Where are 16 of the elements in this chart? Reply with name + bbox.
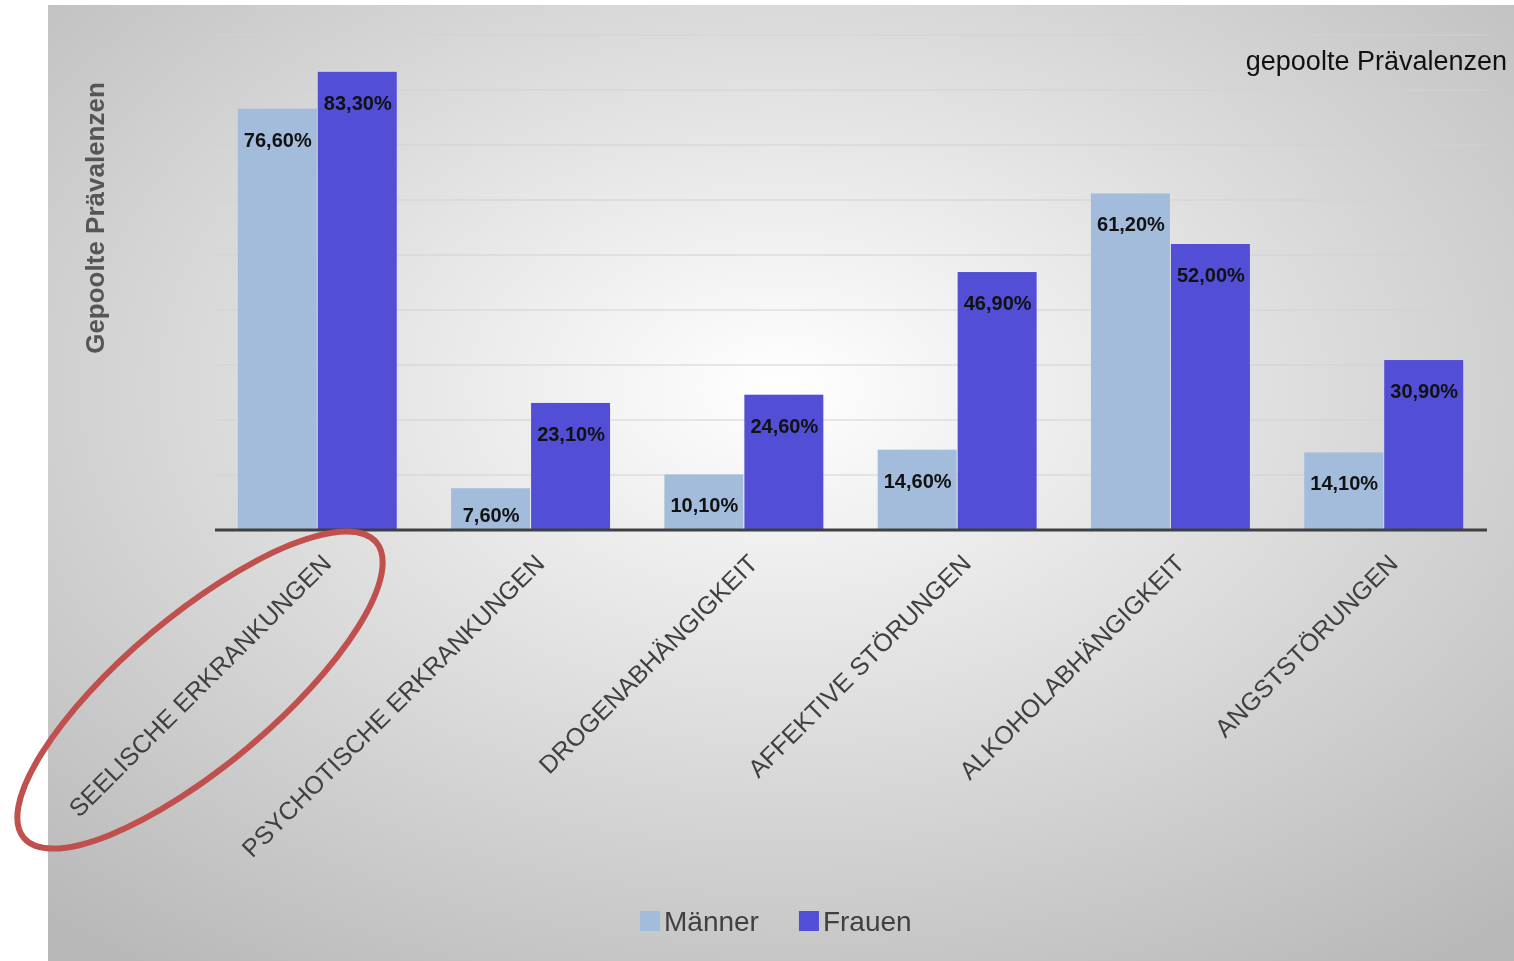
data-label: 14,10%	[1310, 472, 1379, 495]
data-label: 23,10%	[537, 422, 606, 445]
data-label: 14,60%	[883, 469, 952, 492]
chart-title: gepoolte Prävalenzen	[1245, 46, 1507, 76]
data-label: 30,90%	[1390, 380, 1459, 403]
legend-label: Männer	[664, 906, 759, 937]
data-label: 46,90%	[963, 292, 1032, 315]
data-label: 52,00%	[1177, 264, 1246, 286]
data-label: 83,30%	[323, 91, 392, 114]
data-label: 76,60%	[243, 128, 312, 151]
data-label: 61,20%	[1097, 213, 1166, 236]
data-label: 24,60%	[750, 414, 819, 437]
data-label: 7,60%	[462, 504, 520, 526]
legend-label: Frauen	[822, 906, 912, 937]
y-axis-title: Gepoolte Prävalenzen	[80, 82, 110, 354]
data-label: 10,10%	[670, 494, 739, 517]
